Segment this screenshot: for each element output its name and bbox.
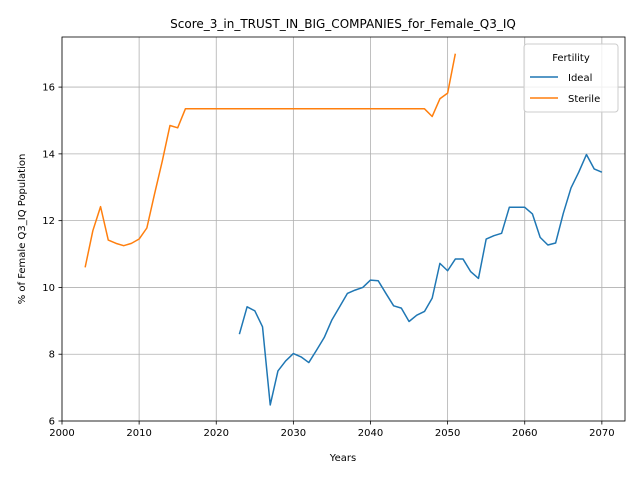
x-tick-label: 2020 xyxy=(204,428,229,439)
legend: Fertility Ideal Sterile xyxy=(523,43,619,113)
x-tick-label: 2060 xyxy=(512,428,537,439)
y-axis-label: % of Female Q3_IQ Population xyxy=(17,154,28,305)
legend-label-sterile: Sterile xyxy=(568,94,600,105)
legend-title: Fertility xyxy=(552,53,590,64)
x-axis-ticks: 2000 2010 2020 2030 2040 2050 2060 2070 xyxy=(49,421,615,439)
x-tick-label: 2070 xyxy=(589,428,614,439)
y-tick-label: 12 xyxy=(42,216,55,227)
chart-title: Score_3_in_TRUST_IN_BIG_COMPANIES_for_Fe… xyxy=(170,17,516,31)
y-tick-label: 6 xyxy=(49,417,55,428)
x-tick-label: 2010 xyxy=(126,428,151,439)
y-tick-label: 14 xyxy=(42,149,55,160)
y-tick-label: 8 xyxy=(49,350,55,361)
x-tick-label: 2030 xyxy=(281,428,306,439)
x-tick-label: 2040 xyxy=(358,428,383,439)
series-line-ideal xyxy=(238,153,603,406)
x-tick-label: 2000 xyxy=(49,428,74,439)
y-tick-label: 10 xyxy=(42,283,55,294)
series-line-sterile xyxy=(84,53,457,268)
legend-box xyxy=(523,43,619,113)
y-axis-ticks: 6 8 10 12 14 16 xyxy=(42,83,62,428)
legend-label-ideal: Ideal xyxy=(568,73,592,84)
x-axis-label: Years xyxy=(329,453,356,464)
plot-frame xyxy=(61,36,626,422)
x-tick-label: 2050 xyxy=(435,428,460,439)
series-lines xyxy=(84,53,603,406)
y-tick-label: 16 xyxy=(42,83,55,94)
